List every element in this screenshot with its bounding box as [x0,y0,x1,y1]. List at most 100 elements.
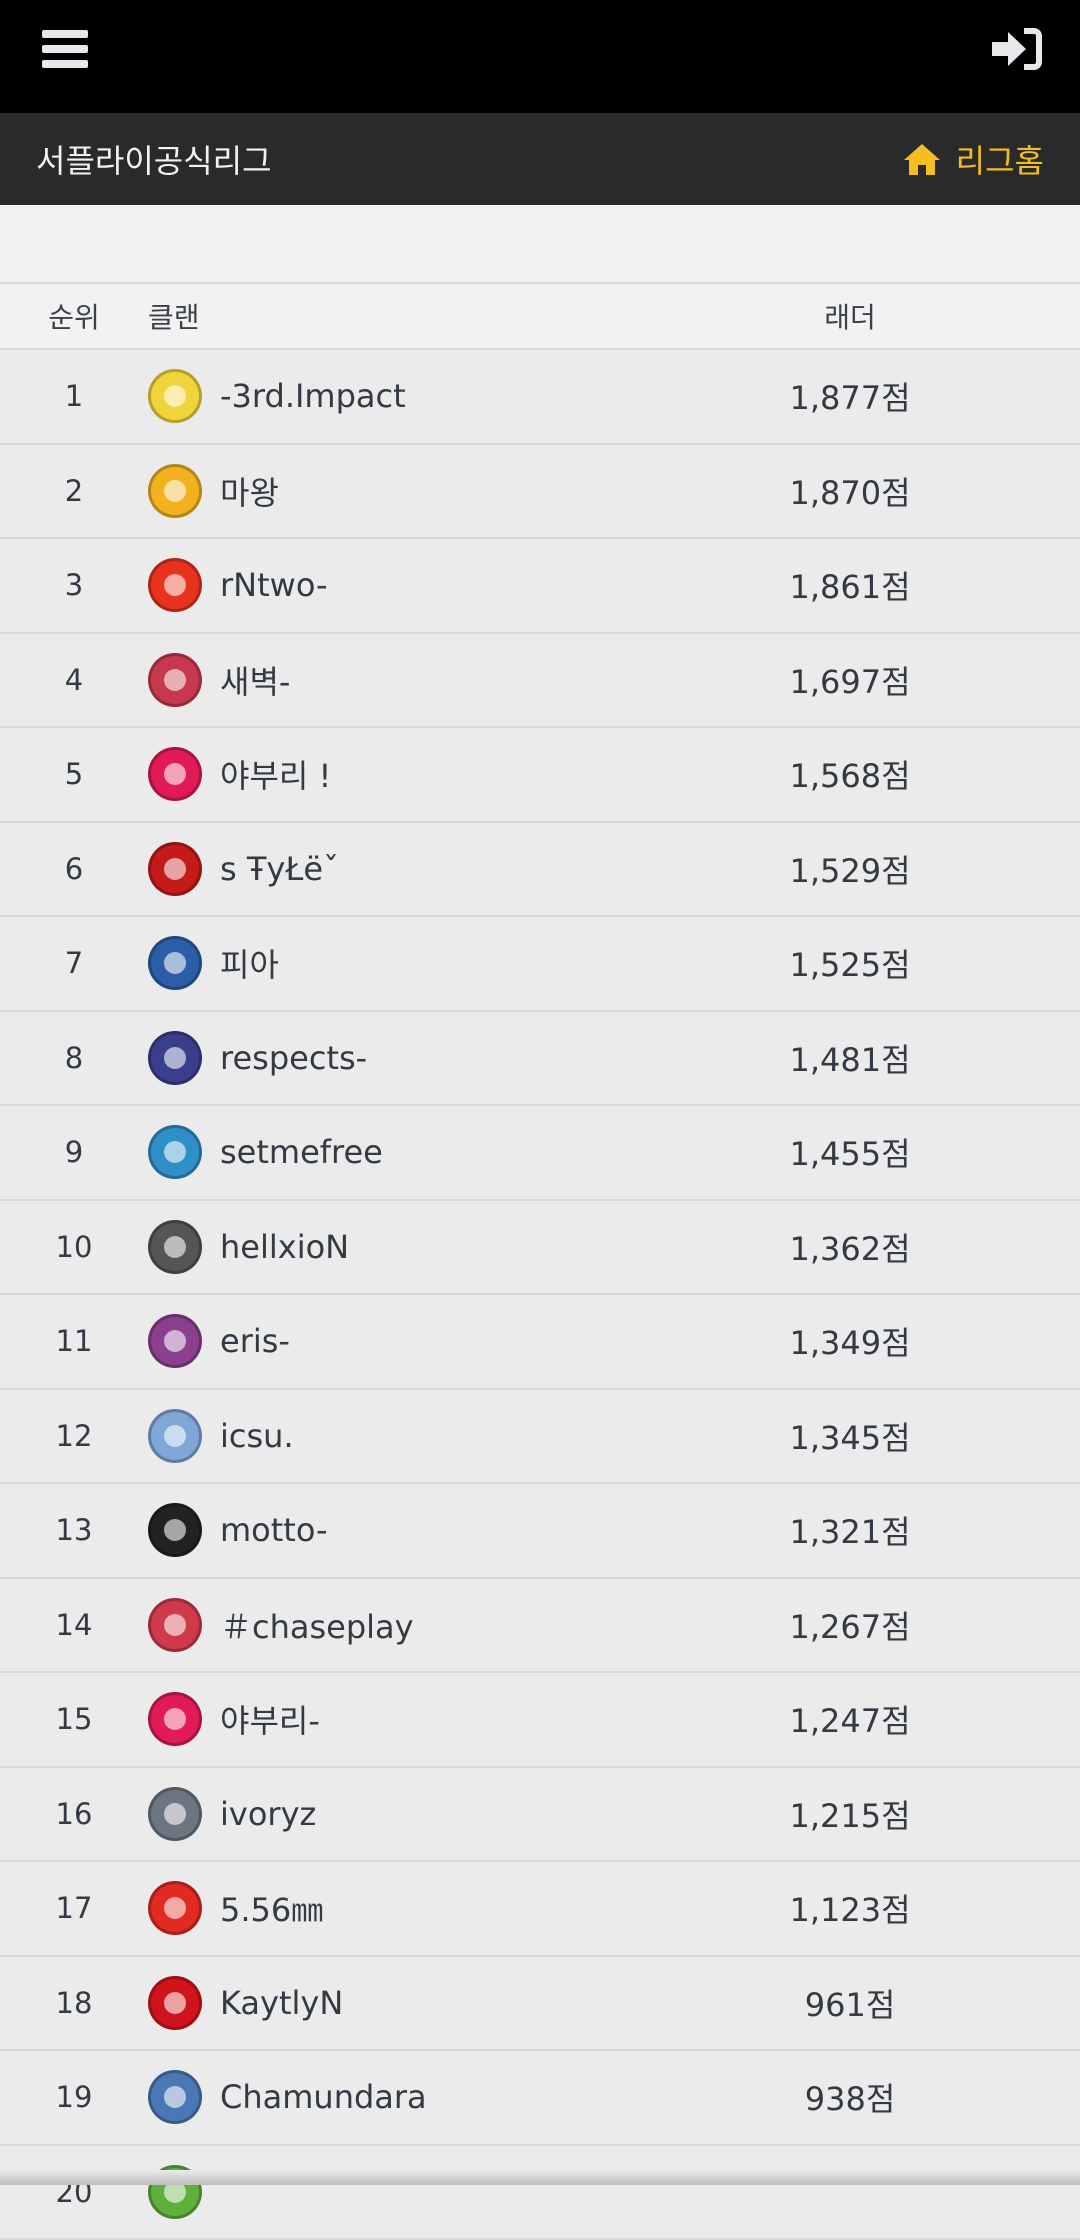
clan-emblem-icon [148,1976,202,2030]
clan-name: hellxioN [220,1228,349,1266]
sign-in-icon[interactable] [990,28,1042,70]
table-row[interactable]: 19 Chamundara 938점 [0,2051,1080,2146]
table-row[interactable]: 6 ꜱ ŦyŁëˇ 1,529점 [0,823,1080,918]
clan-cell[interactable]: ꜱ ŦyŁëˇ [148,842,680,896]
table-row[interactable]: 8 respects- 1,481점 [0,1012,1080,1107]
table-row[interactable]: 2 마왕 1,870점 [0,445,1080,540]
rank: 6 [0,852,148,886]
clan-emblem-icon [148,936,202,990]
ladder-score: 1,861점 [680,562,1080,608]
ladder-score: 1,525점 [680,940,1080,986]
table-row[interactable]: 12 icsu. 1,345점 [0,1390,1080,1485]
ladder-score: 1,870점 [680,468,1080,514]
table-row[interactable]: 7 피아 1,525점 [0,917,1080,1012]
rank: 4 [0,663,148,697]
clan-name: 야부리- [220,1696,320,1742]
clan-cell[interactable]: 야부리 ! [148,747,680,801]
league-home-label: 리그홈 [956,136,1044,182]
clan-emblem-icon [148,1503,202,1557]
clan-emblem-icon [148,1031,202,1085]
rank: 1 [0,379,148,413]
league-home-link[interactable]: 리그홈 [902,136,1044,182]
clan-emblem-icon [148,1598,202,1652]
clan-name: setmefree [220,1133,383,1171]
clan-cell[interactable]: 피아 [148,936,680,990]
table-row[interactable]: 10 hellxioN 1,362점 [0,1201,1080,1296]
clan-emblem-icon [148,747,202,801]
clan-emblem-icon [148,1220,202,1274]
ladder-score: 1,362점 [680,1224,1080,1270]
clan-emblem-icon [148,1881,202,1935]
clan-name: 마왕 [220,468,279,514]
clan-cell[interactable]: 마왕 [148,464,680,518]
clan-name: KaytlyN [220,1984,343,2022]
rank: 13 [0,1513,148,1547]
top-bar [0,0,1080,113]
clan-name: rNtwo- [220,566,328,604]
ladder-score: 1,349점 [680,1318,1080,1364]
clan-cell[interactable]: KaytlyN [148,1976,680,2030]
clan-cell[interactable]: ivoryz [148,1787,680,1841]
table-row[interactable]: 18 KaytlyN 961점 [0,1957,1080,2052]
ladder-score: 1,481점 [680,1035,1080,1081]
ladder-score: 1,215점 [680,1791,1080,1837]
clan-emblem-icon [148,1692,202,1746]
clan-cell[interactable]: motto- [148,1503,680,1557]
ladder-score: 1,267점 [680,1602,1080,1648]
clan-name: 5.56㎜ [220,1885,323,1931]
clan-cell[interactable]: -3rd.Impact [148,369,680,423]
table-row[interactable]: 5 야부리 ! 1,568점 [0,728,1080,823]
clan-emblem-icon [148,2070,202,2124]
clan-cell[interactable]: eris- [148,1314,680,1368]
clan-cell[interactable]: icsu. [148,1409,680,1463]
table-row[interactable]: 14 ＃chaseplay 1,267점 [0,1579,1080,1674]
rank: 7 [0,946,148,980]
ladder-score: 1,321점 [680,1507,1080,1553]
clan-emblem-icon [148,1409,202,1463]
clan-cell[interactable]: rNtwo- [148,558,680,612]
table-row[interactable]: 16 ivoryz 1,215점 [0,1768,1080,1863]
ladder-score: 1,697점 [680,657,1080,703]
clan-name: eris- [220,1322,290,1360]
rank: 11 [0,1324,148,1358]
table-row[interactable]: 20 [0,2146,1080,2240]
clan-name: 새벽- [220,657,290,703]
rank: 10 [0,1230,148,1264]
rank: 12 [0,1419,148,1453]
spacer [0,205,1080,284]
clan-emblem-icon [148,842,202,896]
clan-cell[interactable]: 새벽- [148,653,680,707]
hamburger-menu-icon[interactable] [42,30,88,68]
clan-emblem-icon [148,558,202,612]
table-row[interactable]: 3 rNtwo- 1,861점 [0,539,1080,634]
ladder-score: 1,247점 [680,1696,1080,1742]
clan-emblem-icon [148,1125,202,1179]
rank: 3 [0,568,148,602]
table-row[interactable]: 15 야부리- 1,247점 [0,1673,1080,1768]
table-row[interactable]: 13 motto- 1,321점 [0,1484,1080,1579]
rank: 15 [0,1702,148,1736]
table-row[interactable]: 11 eris- 1,349점 [0,1295,1080,1390]
clan-cell[interactable]: 야부리- [148,1692,680,1746]
clan-cell[interactable]: Chamundara [148,2070,680,2124]
clan-cell[interactable]: setmefree [148,1125,680,1179]
clan-cell[interactable]: respects- [148,1031,680,1085]
rank: 9 [0,1135,148,1169]
clan-cell[interactable]: ＃chaseplay [148,1598,680,1652]
table-row[interactable]: 1 -3rd.Impact 1,877점 [0,350,1080,445]
clan-cell[interactable]: 5.56㎜ [148,1881,680,1935]
ladder-score: 1,877점 [680,373,1080,419]
rank: 16 [0,1797,148,1831]
clan-emblem-icon [148,1314,202,1368]
clan-name: respects- [220,1039,367,1077]
ladder-score: 1,529점 [680,846,1080,892]
clan-cell[interactable]: hellxioN [148,1220,680,1274]
clan-emblem-icon [148,369,202,423]
table-row[interactable]: 9 setmefree 1,455점 [0,1106,1080,1201]
home-icon [902,142,942,176]
ladder-score: 1,455점 [680,1129,1080,1175]
clan-name: ＃chaseplay [220,1602,414,1648]
table-row[interactable]: 4 새벽- 1,697점 [0,634,1080,729]
ladder-score: 961점 [680,1980,1080,2026]
table-row[interactable]: 17 5.56㎜ 1,123점 [0,1862,1080,1957]
